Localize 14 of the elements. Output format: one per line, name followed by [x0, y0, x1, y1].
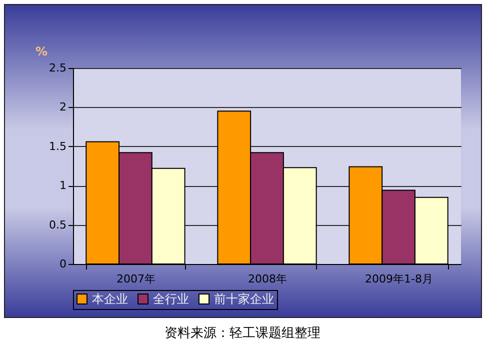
y-tick-label: 2 — [60, 100, 66, 114]
y-tick-label: 0 — [60, 258, 66, 270]
legend-label: 前十家企业 — [214, 292, 274, 306]
y-tick-label: 0.5 — [49, 218, 66, 232]
y-tick-label: 1 — [60, 179, 66, 192]
y-tick-label: 2.5 — [49, 62, 66, 74]
text: 资料来源：轻工课题组整理 — [164, 325, 322, 342]
x-tick-label: 2008年 — [248, 272, 287, 286]
legend-label: 本企业 — [92, 292, 128, 306]
y-tick-label: 1.5 — [49, 140, 66, 153]
legend-label: 全行业 — [153, 292, 189, 306]
x-tick-label: 2009年1-8月 — [365, 272, 434, 286]
x-tick-label: 2007年 — [116, 272, 156, 286]
y-axis-title: % — [36, 44, 48, 58]
